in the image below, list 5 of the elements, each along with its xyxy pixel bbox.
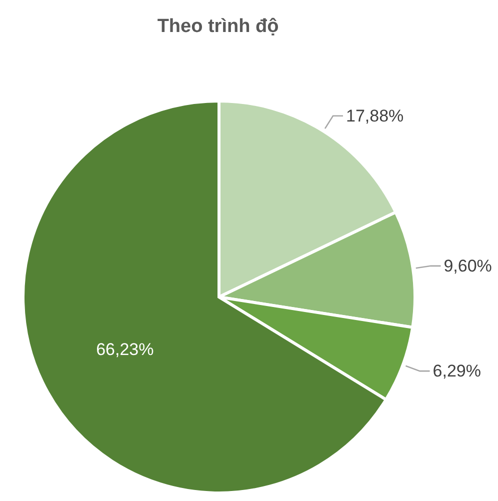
data-label: 66,23% bbox=[96, 340, 154, 360]
data-label: 9,60% bbox=[444, 256, 492, 276]
data-label: 17,88% bbox=[346, 106, 404, 126]
chart-title: Theo trình độ bbox=[156, 16, 280, 38]
data-label: 6,29% bbox=[432, 362, 481, 381]
